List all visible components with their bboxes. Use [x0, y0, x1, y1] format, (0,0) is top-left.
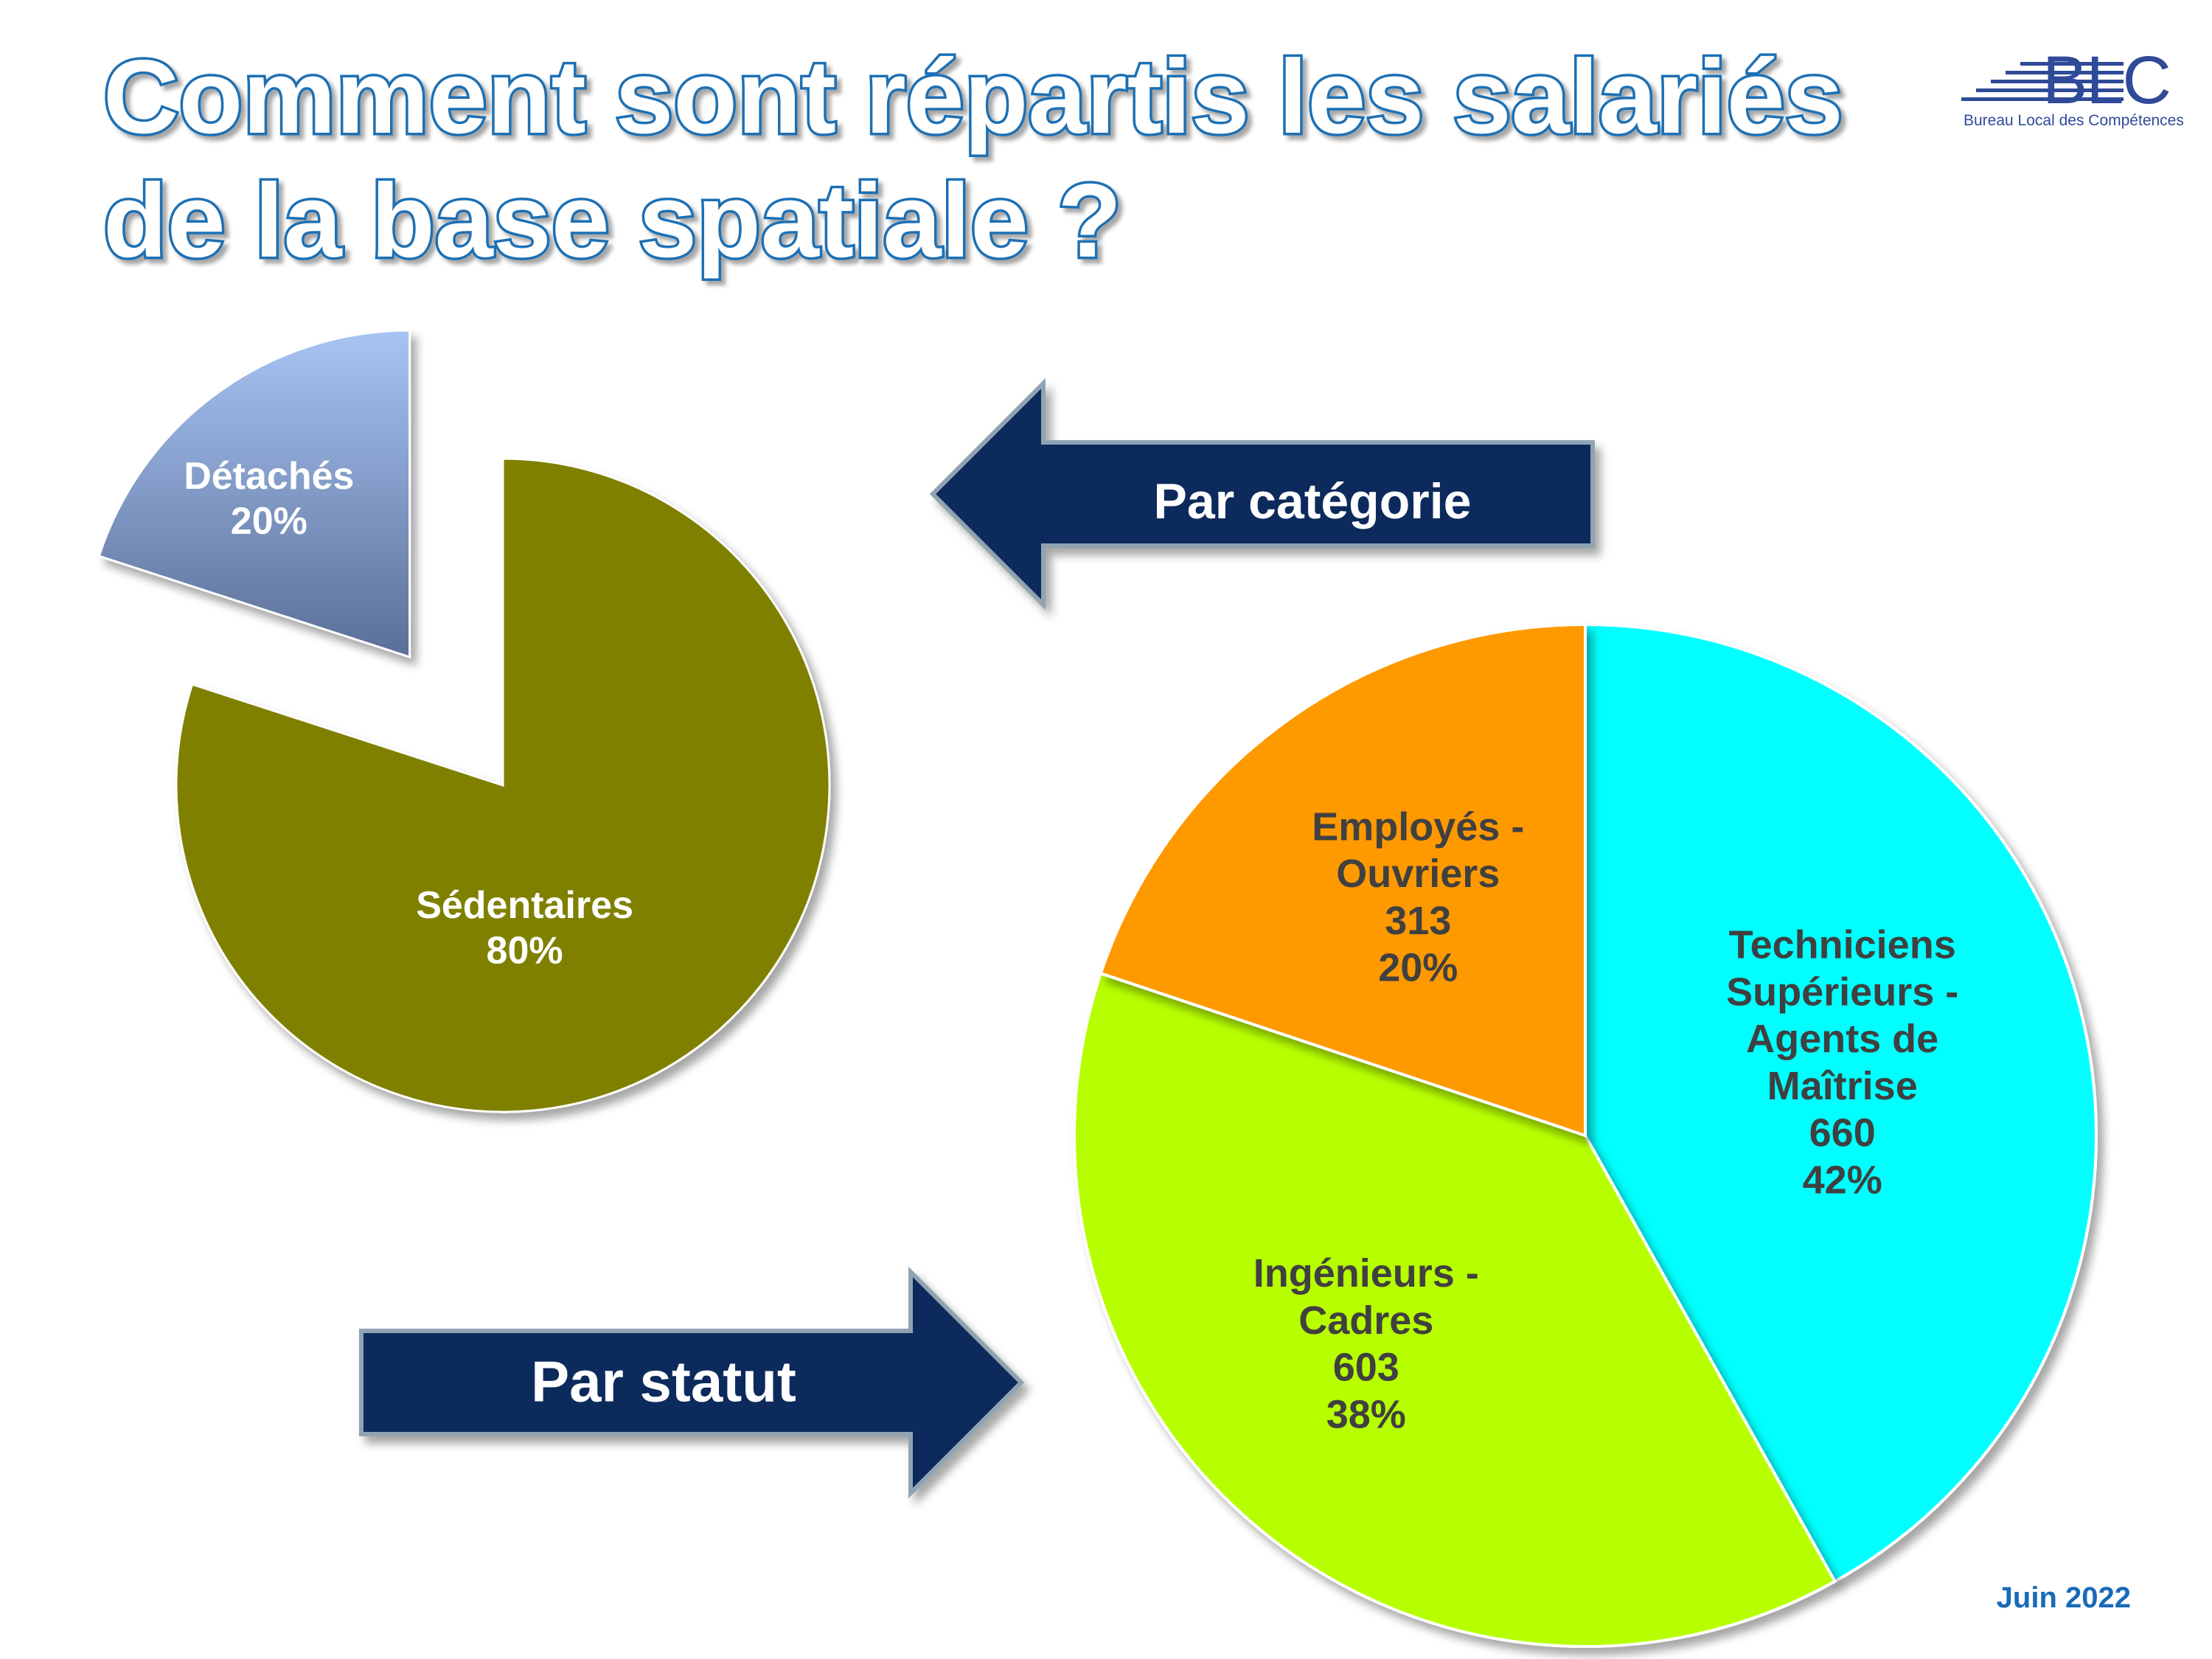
left-arrow-icon — [929, 378, 1595, 611]
pie-label-sedentaires: Sédentaires 80% — [416, 884, 633, 972]
page-title: Comment sont répartis les salariés de la… — [101, 36, 1846, 282]
logo-subtitle: Bureau Local des Compétences — [1964, 112, 2184, 129]
arrow-label-statut: Par statut — [531, 1349, 796, 1414]
pie-label-detaches: Détachés 20% — [184, 455, 354, 543]
pie-label-employes: Employés -Ouvriers 313 20% — [1312, 804, 1524, 990]
pie-label-techniciens: Techniciens Supérieurs -Agents de Maîtrise… — [1726, 923, 1958, 1203]
pie-slice-employes — [1099, 622, 1587, 1138]
blc-logo: BLC Bureau Local des Compétences — [1961, 43, 2184, 129]
pie-slice-sedentaires — [175, 457, 831, 1113]
arrow-label-categorie: Par catégorie — [1154, 473, 1472, 529]
title-line-2: de la base spatiale ? — [103, 162, 1121, 279]
title-line-1: Comment sont répartis les salariés — [103, 38, 1843, 156]
pie-slice-ingenieurs — [1073, 971, 1837, 1648]
arrow-par-categorie: Par catégorie — [929, 378, 1595, 611]
right-arrow-icon — [359, 1266, 1025, 1499]
pie-chart-statut: Sédentaires 80% Détachés 20% — [97, 329, 831, 1113]
logo-text: BLC — [2042, 43, 2170, 118]
pie-slice-techniciens — [1584, 622, 2098, 1584]
pie-chart-categorie: Techniciens Supérieurs -Agents de Maîtrise… — [1073, 622, 2098, 1648]
logo-stripes-icon — [1961, 62, 2124, 101]
date-label: Juin 2022 — [1997, 1582, 2131, 1614]
arrow-par-statut: Par statut — [359, 1266, 1025, 1499]
pie-label-ingenieurs: Ingénieurs -Cadres 603 38% — [1253, 1251, 1479, 1436]
pie-slice-detaches — [97, 329, 411, 659]
